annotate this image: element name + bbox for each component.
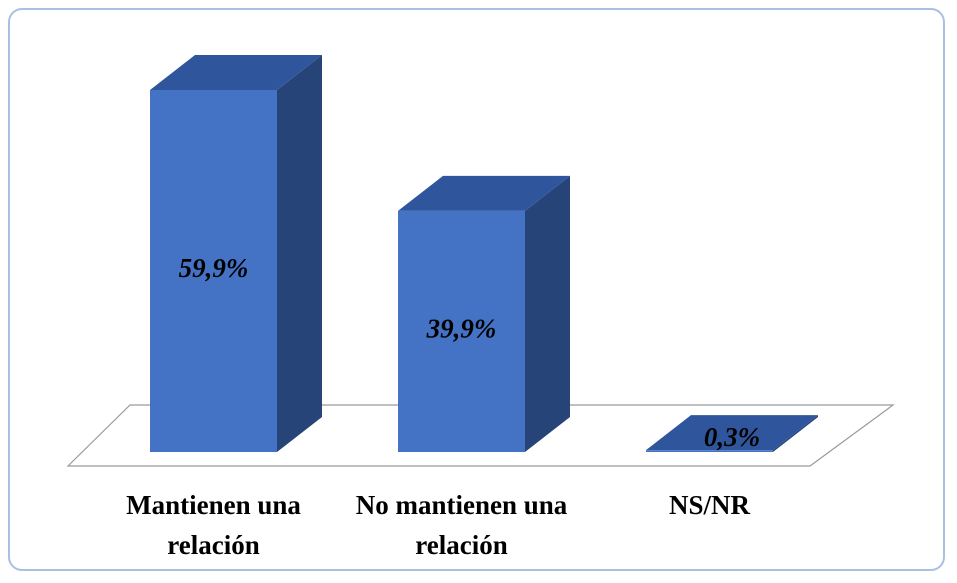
value-label: 0,3% <box>704 422 760 452</box>
bar-front <box>398 210 525 452</box>
bar-side <box>277 55 322 452</box>
x-tick-label: No mantienen una relación <box>355 490 568 560</box>
bar-top <box>150 55 322 90</box>
bar-side <box>773 415 818 452</box>
value-label: 59,9% <box>179 253 249 283</box>
bar-side <box>525 175 570 453</box>
chart-frame <box>8 8 945 571</box>
bar-top <box>398 175 570 211</box>
bar-front <box>150 90 277 452</box>
x-tick-label: Mantienen una relación <box>126 490 301 560</box>
x-tick-label: NS/NR <box>668 490 750 520</box>
value-label: 39,9% <box>426 314 497 344</box>
bar-front <box>646 450 773 452</box>
bar-top <box>646 415 818 451</box>
